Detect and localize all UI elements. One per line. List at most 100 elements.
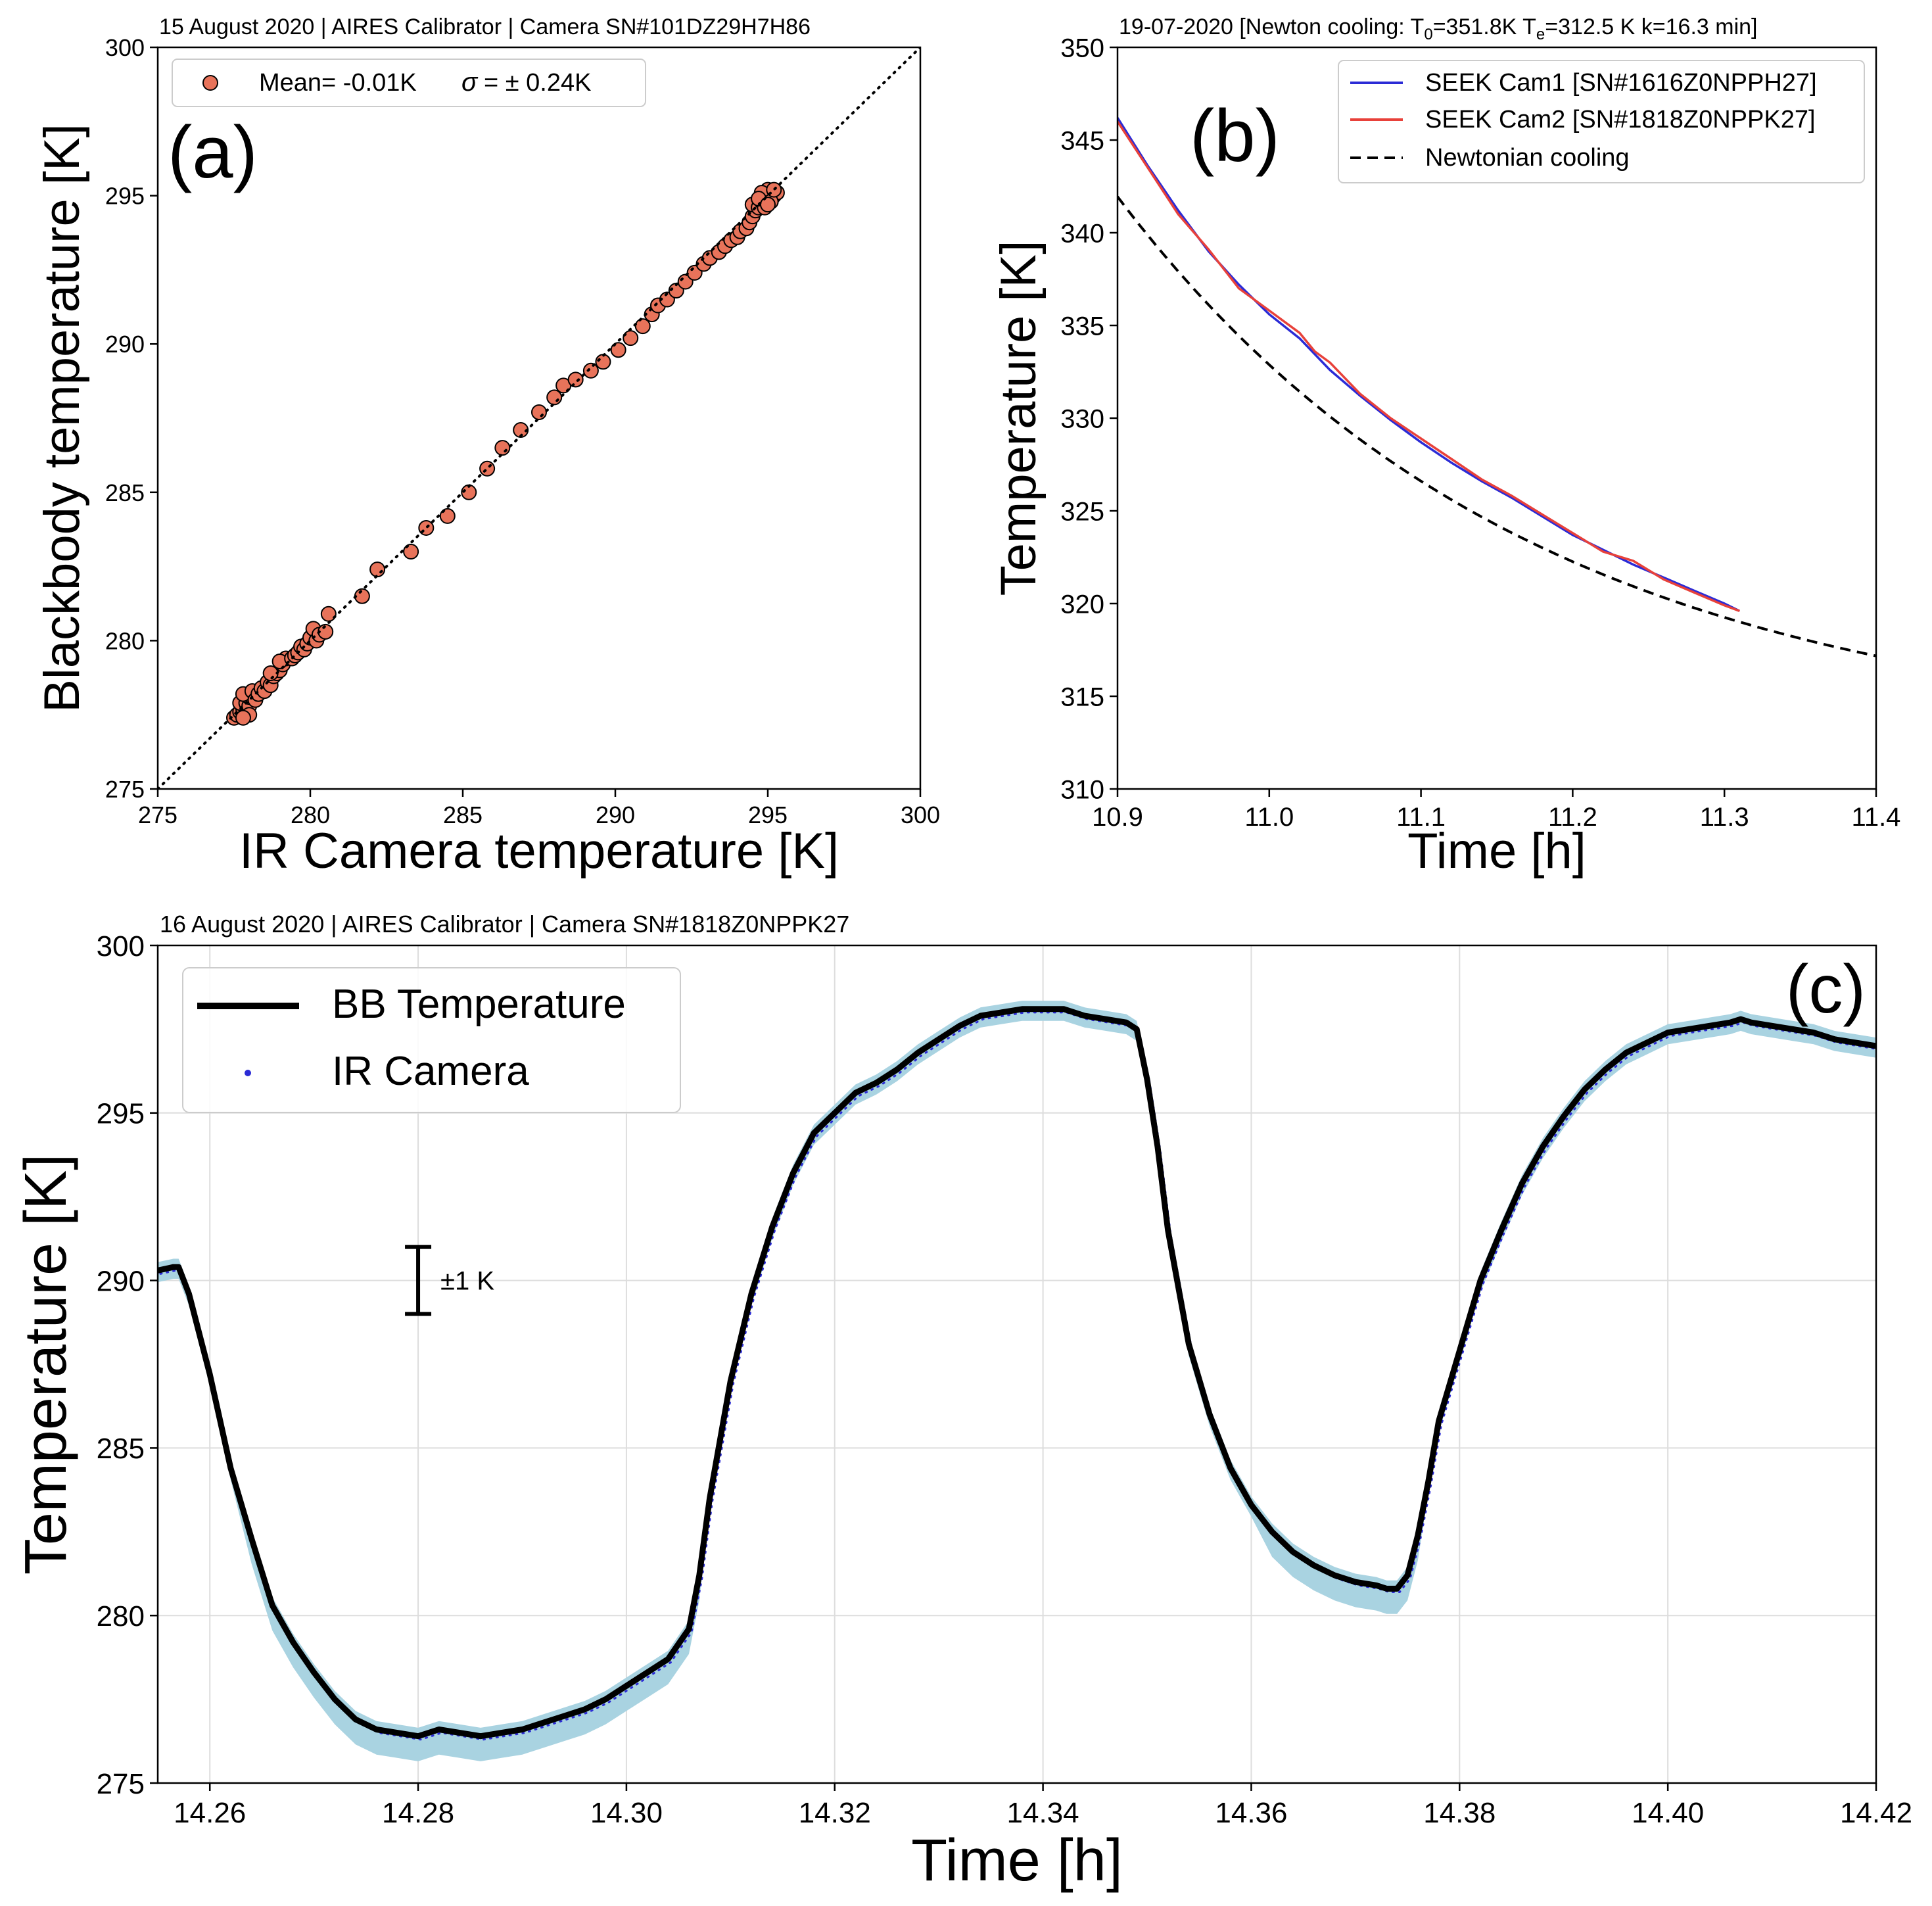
panel-c-title: 16 August 2020 | AIRES Calibrator | Came… [160,911,849,938]
a-x-tick-label-0: 275 [138,801,177,828]
panel-a-point-87 [760,197,776,213]
panel-b-legend-label-newton: Newtonian cooling [1425,144,1630,172]
b-x-tick-label-5: 11.4 [1852,803,1901,832]
panel-b-title-prefix: 19-07-2020 [Newton cooling: T [1119,14,1424,39]
panel-b-letter: (b) [1190,95,1280,177]
panel-c-legend-box [182,967,681,1113]
c-x-tick-label-4: 14.34 [1007,1797,1079,1829]
a-y-tick-label-2: 285 [105,479,145,506]
panel-b-x-ticks: 10.9 11.0 11.1 11.2 11.3 11.4 [1092,789,1900,832]
b-x-tick-label-2: 11.1 [1396,803,1446,832]
panel-c-y-axis-label: Temperature [K] [13,1154,79,1575]
a-x-tick-label-3: 290 [596,801,635,828]
panel-a-point-39 [369,561,386,578]
panel-a-legend-sigma-symbol: σ [461,68,479,97]
c-y-tick-label-0: 275 [97,1768,145,1800]
panel-a-title: 15 August 2020 | AIRES Calibrator | Came… [159,14,811,39]
panel-b-legend-label-cam2: SEEK Cam2 [SN#1818Z0NPPK27] [1425,106,1816,133]
panel-a-points [226,181,785,726]
b-y-tick-label-3: 325 [1060,497,1104,526]
panel-b-series-cam2 [1118,120,1740,612]
a-x-tick-label-1: 280 [291,801,330,828]
c-y-tick-label-3: 290 [97,1265,145,1297]
panel-c-series-bb [158,1006,1876,1740]
c-x-tick-label-3: 14.32 [799,1797,871,1829]
b-y-tick-label-2: 320 [1060,590,1104,619]
c-x-tick-label-7: 14.40 [1632,1797,1704,1829]
panel-a-y-ticks: 275 280 285 290 295 300 [105,34,158,803]
a-x-tick-label-4: 295 [748,801,788,828]
b-x-tick-label-3: 11.2 [1548,803,1597,832]
c-y-tick-label-5: 300 [97,930,145,963]
panel-a-x-axis-label: IR Camera temperature [K] [239,823,839,879]
panel-c-legend-label-bb: BB Temperature [332,982,626,1027]
panel-b-title-sub0: 0 [1424,26,1432,43]
panel-a-axes-frame [156,46,922,790]
b-x-tick-label-4: 11.3 [1700,803,1749,832]
a-x-tick-label-5: 300 [901,801,940,828]
a-y-tick-label-0: 275 [105,776,145,803]
panel-c-x-ticks: 14.26 14.28 14.30 14.32 14.34 14.36 14.38 14.40… [174,1783,1912,1829]
panel-a-legend-mean: Mean= -0.01K [259,69,417,97]
panel-c-plot [158,1001,1876,1761]
panel-b-y-ticks: 310 315 320 325 330 335 340 345 350 [1060,34,1118,804]
panel-c-x-axis-label: Time [h] [911,1828,1123,1894]
panel-c-ir-band [158,1001,1876,1761]
panel-a-point-52 [595,354,611,370]
panel-b-title-suffix: =312.5 K k=16.3 min] [1545,14,1757,39]
a-x-tick-label-2: 285 [443,801,483,828]
b-y-tick-label-4: 330 [1060,404,1104,433]
b-y-tick-label-7: 345 [1060,126,1104,155]
a-y-tick-label-1: 280 [105,627,145,654]
panel-a-point-41 [418,519,435,536]
c-x-tick-label-5: 14.36 [1215,1797,1287,1829]
c-x-tick-label-2: 14.30 [590,1797,663,1829]
panel-b-series-cam1 [1118,117,1741,612]
b-y-tick-label-0: 310 [1060,775,1104,804]
panel-a-point-51 [582,362,599,379]
panel-a-point-47 [531,404,547,420]
b-y-tick-label-6: 340 [1060,219,1104,248]
panel-a-legend: Mean= -0.01K σ = ± 0.24K [172,59,646,107]
panel-b-legend: SEEK Cam1 [SN#1616Z0NPPH27] SEEK Cam2 [S… [1338,60,1865,183]
panel-a-point-48 [546,389,563,406]
c-x-tick-label-8: 14.42 [1840,1797,1912,1829]
a-y-tick-label-4: 295 [105,183,145,210]
panel-c-axes-frame [156,944,1877,1784]
b-y-tick-label-8: 350 [1060,34,1104,62]
panel-a-legend-box [172,59,646,107]
panel-b-title: 19-07-2020 [Newton cooling: T0=351.8K Te… [1119,14,1758,43]
panel-a-legend-marker [202,75,218,91]
panel-a-point-45 [494,440,511,456]
panel-b-legend-box [1338,60,1865,183]
c-y-tick-label-1: 280 [97,1600,145,1632]
panel-a-point-50 [567,371,584,388]
b-x-tick-label-1: 11.0 [1244,803,1294,832]
panel-c-error-bar-label: ±1 K [440,1267,494,1296]
c-y-tick-label-2: 285 [97,1433,145,1465]
c-y-tick-label-4: 295 [97,1098,145,1130]
panel-c: 16 August 2020 | AIRES Calibrator | Came… [13,911,1912,1894]
panel-b-x-axis-label: Time [h] [1407,823,1586,879]
a-y-tick-label-5: 300 [105,34,145,61]
panel-b-legend-label-cam1: SEEK Cam1 [SN#1616Z0NPPH27] [1425,69,1817,97]
c-x-tick-label-1: 14.28 [382,1797,454,1829]
panel-b-title-mid: =351.8K T [1433,14,1536,39]
panel-b-series-newton [1118,195,1876,657]
panel-a-point-14 [235,709,251,726]
b-y-tick-label-1: 315 [1060,682,1104,711]
b-x-tick-label-0: 10.9 [1092,803,1143,832]
c-x-tick-label-6: 14.38 [1423,1797,1496,1829]
panel-a: 15 August 2020 | AIRES Calibrator | Came… [34,14,940,879]
panel-a-point-37 [320,606,337,622]
panel-a-point-44 [479,460,496,477]
a-y-tick-label-3: 290 [105,331,145,358]
b-y-tick-label-5: 335 [1060,312,1104,341]
panel-c-legend-swatch-ir [245,1070,251,1076]
panel-c-y-ticks: 275 280 285 290 295 300 [97,930,158,1800]
panel-a-letter: (a) [168,111,258,193]
panel-c-letter: (c) [1786,951,1866,1028]
panel-a-x-ticks: 275 280 285 290 295 300 [138,789,940,828]
panel-b-y-axis-label: Temperature [K] [991,241,1047,596]
